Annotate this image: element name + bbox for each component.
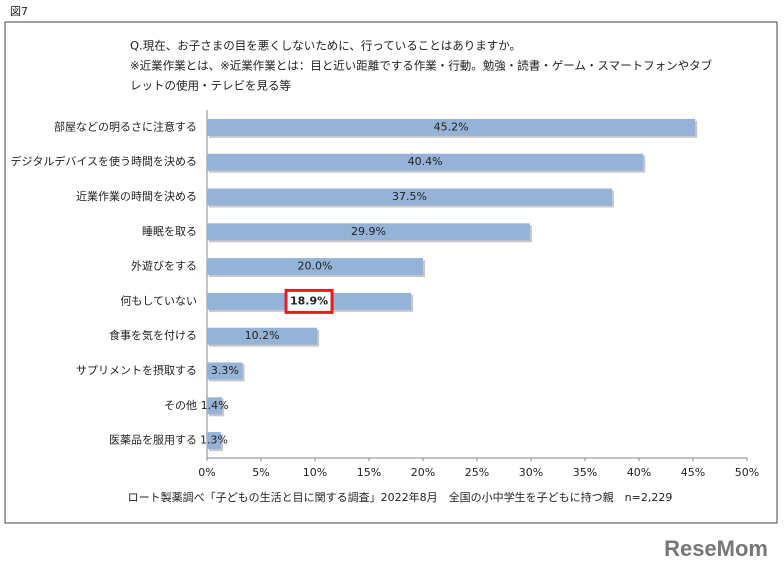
- category-label: デジタルデバイスを使う時間を決める: [11, 154, 197, 168]
- category-label: 何もしていない: [120, 294, 197, 307]
- value-label: 40.4%: [408, 155, 443, 168]
- value-label: 1.3%: [200, 434, 228, 447]
- bar: [207, 327, 318, 345]
- figure-label: 図7: [10, 5, 28, 18]
- x-tick-label: 50%: [735, 466, 759, 479]
- value-label: 37.5%: [392, 190, 427, 203]
- question: Q.現在、お子さまの目を悪くしないために、行っていることはありますか。: [130, 39, 521, 53]
- category-label: 食事を気を付ける: [109, 328, 197, 342]
- question: ※近業作業とは、※近業作業とは：目と近い距離でする作業・行動。勉強・読書・ゲーム…: [130, 59, 713, 73]
- bar: [207, 188, 612, 206]
- category-label: 医薬品を服用する: [109, 434, 197, 447]
- source-note: ロート製薬調べ「子どもの生活と目に関する調査」2022年8月 全国の小中学生を子…: [128, 490, 673, 504]
- bar: [207, 223, 530, 241]
- frame: [4, 21, 778, 524]
- highlight-box: [284, 288, 334, 314]
- value-label: 10.2%: [245, 329, 280, 342]
- x-tick-label: 25%: [465, 466, 489, 479]
- x-tick-label: 20%: [411, 466, 435, 479]
- value-label: 20.0%: [298, 260, 333, 273]
- x-tick-label: 45%: [681, 466, 705, 479]
- x-tick-label: 35%: [573, 466, 597, 479]
- value-label: 45.2%: [434, 120, 469, 133]
- bar: [207, 432, 222, 450]
- category-label: 近業作業の時間を決める: [76, 190, 197, 203]
- category-label: サプリメントを摂取する: [76, 363, 197, 377]
- x-tick-label: 0%: [198, 466, 215, 479]
- value-label: 18.9%: [290, 294, 328, 307]
- bar: [207, 258, 423, 276]
- x-tick-label: 40%: [627, 466, 651, 479]
- category-label: 部屋などの明るさに注意する: [54, 119, 197, 133]
- bar: [207, 118, 696, 136]
- bar: [207, 153, 644, 171]
- category-label: 外遊びをする: [131, 259, 197, 273]
- bar: [207, 397, 223, 415]
- x-tick-label: 10%: [303, 466, 327, 479]
- category-label: 睡眠を取る: [142, 225, 197, 238]
- value-label: 3.3%: [211, 364, 239, 377]
- x-tick-label: 30%: [519, 466, 543, 479]
- question: レットの使用・テレビを見る等: [130, 79, 291, 93]
- x-tick-label: 5%: [252, 466, 269, 479]
- x-tick-label: 15%: [357, 466, 381, 479]
- value-label: 29.9%: [351, 225, 386, 238]
- logo: ReseMom: [664, 536, 768, 561]
- value-label: 1.4%: [201, 399, 229, 412]
- category-label: その他: [164, 399, 197, 412]
- bar: [207, 362, 243, 380]
